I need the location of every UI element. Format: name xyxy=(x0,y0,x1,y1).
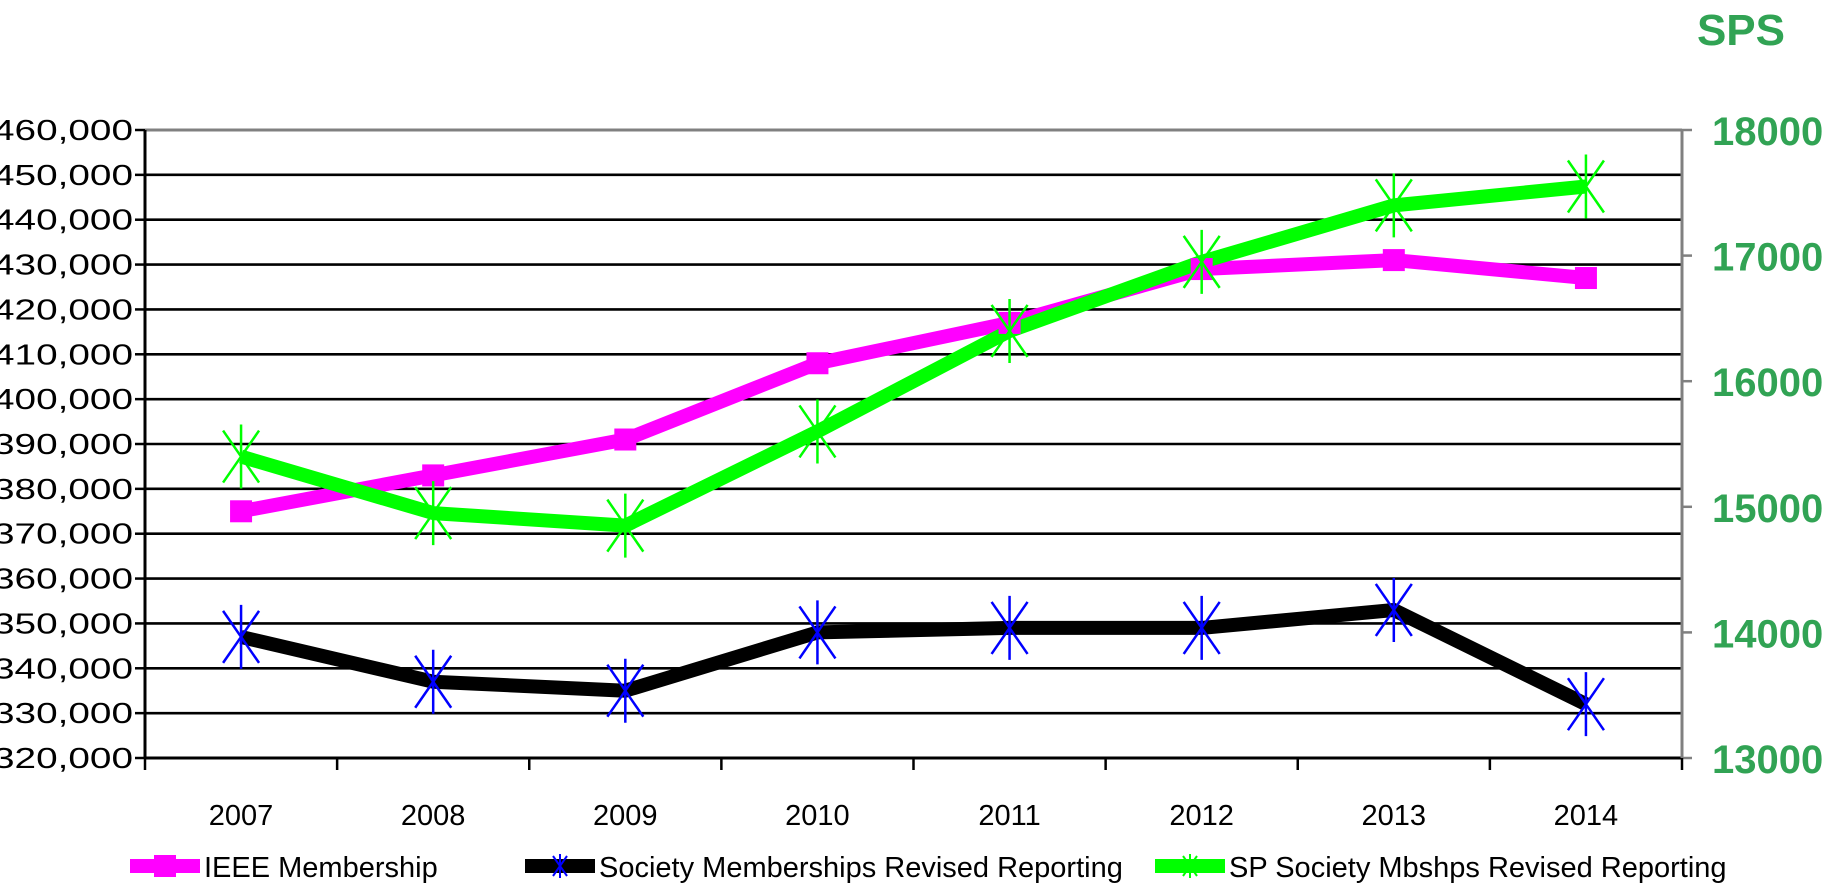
x-tick-label: 2011 xyxy=(978,800,1040,832)
left-tick-label: 420,000 xyxy=(0,294,133,326)
legend-label: Society Memberships Revised Reporting xyxy=(599,852,1123,884)
square-marker xyxy=(806,352,829,375)
left-tick-label: 440,000 xyxy=(0,205,133,237)
left-tick-label: 360,000 xyxy=(0,564,133,596)
legend-item: IEEE Membership xyxy=(130,852,438,884)
square-marker xyxy=(422,464,445,487)
series-line-2 xyxy=(239,602,1590,711)
square-marker xyxy=(230,500,253,523)
asterisk-marker xyxy=(1182,595,1221,660)
left-tick-label: 450,000 xyxy=(0,160,133,192)
asterisk-marker xyxy=(414,481,453,546)
legend-asterisk-marker xyxy=(1182,854,1198,878)
left-tick-label: 400,000 xyxy=(0,384,133,416)
legend-item: Society Memberships Revised Reporting xyxy=(525,852,1123,884)
legend-label: IEEE Membership xyxy=(204,852,438,884)
asterisk-marker xyxy=(1374,577,1413,642)
right-tick-label: 14000 xyxy=(1712,612,1823,656)
series-line-1 xyxy=(239,253,1587,519)
asterisk-marker xyxy=(222,604,261,669)
left-tick-label: 350,000 xyxy=(0,608,133,640)
x-tick-label: 2008 xyxy=(401,800,466,832)
right-tick-label: 16000 xyxy=(1712,361,1823,405)
left-tick-label: 410,000 xyxy=(0,339,133,371)
asterisk-marker xyxy=(990,595,1029,660)
right-tick-label: 15000 xyxy=(1712,487,1823,531)
left-tick-label: 320,000 xyxy=(0,743,133,775)
left-tick-label: 460,000 xyxy=(0,115,133,147)
asterisk-marker xyxy=(1374,173,1413,238)
legend-asterisk-marker xyxy=(552,854,568,878)
x-tick-label: 2010 xyxy=(785,800,850,832)
right-tick-label: 17000 xyxy=(1712,236,1823,280)
asterisk-marker xyxy=(1566,672,1605,737)
legend-label: SP Society Mbshps Revised Reporting xyxy=(1229,852,1727,884)
left-tick-label: 330,000 xyxy=(0,698,133,730)
asterisk-marker xyxy=(1182,229,1221,294)
x-tick-label: 2009 xyxy=(593,800,658,832)
legend-item: SP Society Mbshps Revised Reporting xyxy=(1155,852,1727,884)
asterisk-marker xyxy=(990,298,1029,363)
series-line-3 xyxy=(239,179,1587,533)
x-tick-label: 2014 xyxy=(1554,800,1619,832)
right-tick-label: 18000 xyxy=(1712,110,1823,154)
square-marker xyxy=(1574,267,1597,290)
left-tick-label: 430,000 xyxy=(0,250,133,282)
square-marker xyxy=(1382,249,1405,272)
square-marker xyxy=(614,428,637,451)
asterisk-marker xyxy=(798,600,837,665)
left-tick-label: 340,000 xyxy=(0,653,133,685)
asterisk-marker xyxy=(222,424,261,489)
left-tick-label: 390,000 xyxy=(0,429,133,461)
asterisk-marker xyxy=(606,493,645,558)
right-tick-label: 13000 xyxy=(1712,738,1823,782)
right-axis-title: SPS xyxy=(1697,6,1785,55)
x-tick-label: 2013 xyxy=(1362,800,1427,832)
asterisk-marker xyxy=(414,649,453,714)
x-tick-label: 2012 xyxy=(1169,800,1234,832)
x-tick-label: 2007 xyxy=(209,800,274,832)
left-tick-label: 370,000 xyxy=(0,519,133,551)
asterisk-marker xyxy=(1566,154,1605,219)
legend-square-marker xyxy=(154,855,176,877)
asterisk-marker xyxy=(798,399,837,464)
left-tick-label: 380,000 xyxy=(0,474,133,506)
asterisk-marker xyxy=(606,658,645,723)
